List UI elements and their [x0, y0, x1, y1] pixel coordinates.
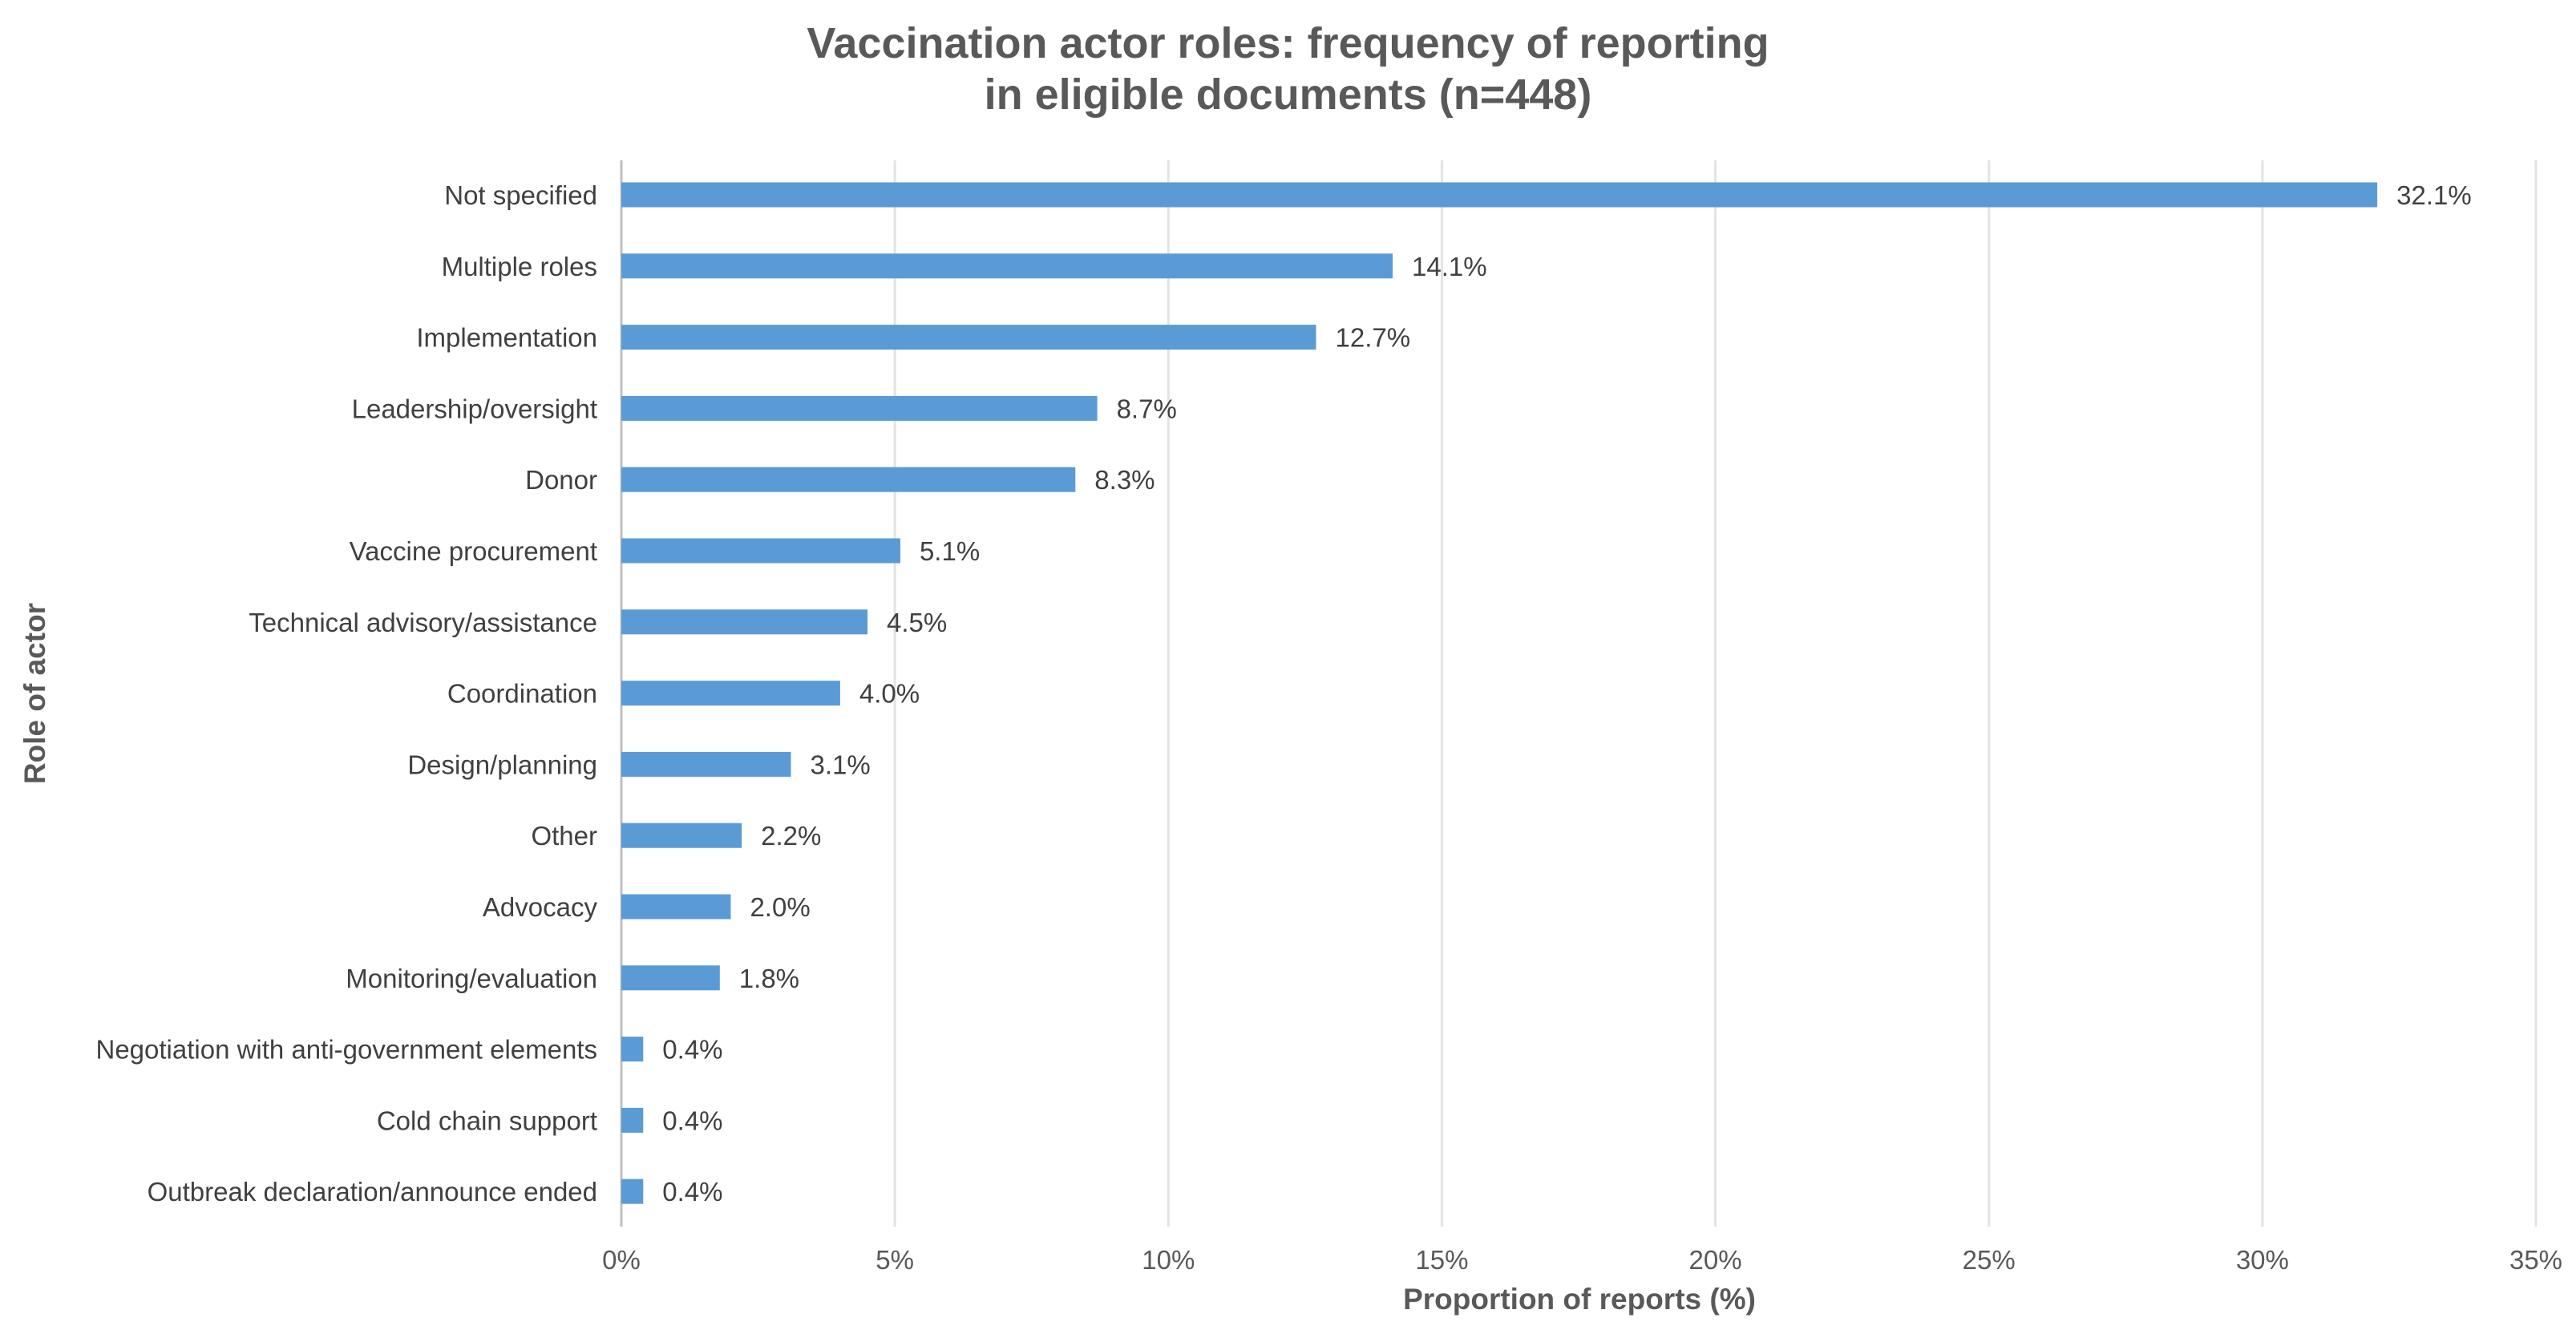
bar-13: [621, 1107, 644, 1133]
category-label-7: Coordination: [447, 679, 597, 709]
chart-title-line-1: Vaccination actor roles: frequency of re…: [807, 19, 1769, 67]
bar-6: [621, 609, 868, 635]
data-label-8: 3.1%: [811, 750, 871, 779]
data-label-2: 12.7%: [1336, 323, 1411, 353]
bar-8: [621, 751, 791, 777]
bar-12: [621, 1037, 644, 1062]
gridlines: [620, 160, 2538, 1227]
category-label-4: Donor: [525, 465, 597, 495]
category-label-5: Vaccine procurement: [350, 536, 597, 566]
category-label-13: Cold chain support: [377, 1106, 597, 1135]
data-label-7: 4.0%: [859, 679, 920, 709]
x-tick-label-7: 35%: [2509, 1245, 2562, 1275]
data-label-13: 0.4%: [662, 1106, 722, 1135]
category-label-3: Leadership/oversight: [352, 394, 597, 423]
x-tick-label-6: 30%: [2236, 1245, 2289, 1275]
bar-11: [621, 965, 720, 991]
category-label-2: Implementation: [416, 323, 597, 353]
bar-5: [621, 538, 900, 564]
x-axis-title: Proportion of reports (%): [1403, 1283, 1756, 1316]
data-label-0: 32.1%: [2396, 180, 2472, 210]
bar-3: [621, 395, 1098, 421]
data-label-11: 1.8%: [739, 964, 799, 993]
bar-7: [621, 681, 840, 706]
data-label-6: 4.5%: [887, 608, 947, 637]
data-label-12: 0.4%: [662, 1035, 722, 1065]
data-label-9: 2.2%: [761, 821, 821, 851]
x-tick-label-4: 20%: [1689, 1245, 1742, 1275]
chart-title: Vaccination actor roles: frequency of re…: [0, 18, 2576, 120]
category-label-10: Advocacy: [483, 892, 598, 922]
data-label-10: 2.0%: [750, 892, 810, 922]
category-label-11: Monitoring/evaluation: [346, 964, 597, 993]
data-label-5: 5.1%: [920, 536, 980, 566]
data-label-3: 8.7%: [1117, 394, 1177, 423]
bar-1: [621, 253, 1393, 279]
category-label-12: Negotiation with anti-government element…: [95, 1035, 597, 1065]
x-tick-label-2: 10%: [1142, 1245, 1195, 1275]
x-tick-label-3: 15%: [1415, 1245, 1468, 1275]
category-label-1: Multiple roles: [442, 252, 597, 281]
category-label-8: Design/planning: [407, 750, 597, 779]
x-tick-label-0: 0%: [602, 1245, 641, 1275]
bar-0: [621, 182, 2378, 208]
category-label-0: Not specified: [444, 180, 597, 210]
labels: 0% 5% 10% 15% 20% 25% 30% 35% Not specified 32.1%…: [95, 180, 2562, 1275]
bar-10: [621, 894, 731, 920]
bar-4: [621, 467, 1076, 492]
x-tick-label-5: 25%: [1963, 1245, 2016, 1275]
category-label-6: Technical advisory/assistance: [249, 608, 597, 637]
category-label-9: Other: [531, 821, 597, 851]
data-label-4: 8.3%: [1094, 465, 1155, 495]
bar-2: [621, 325, 1316, 350]
x-tick-label-1: 5%: [876, 1245, 914, 1275]
bar-9: [621, 823, 742, 848]
data-label-14: 0.4%: [662, 1177, 722, 1207]
data-label-1: 14.1%: [1412, 252, 1487, 281]
bar-14: [621, 1178, 644, 1204]
chart-title-line-2: in eligible documents (n=448): [984, 71, 1592, 119]
bars: [621, 182, 2378, 1204]
category-label-14: Outbreak declaration/announce ended: [148, 1177, 597, 1207]
y-axis-title: Role of actor: [18, 603, 51, 784]
